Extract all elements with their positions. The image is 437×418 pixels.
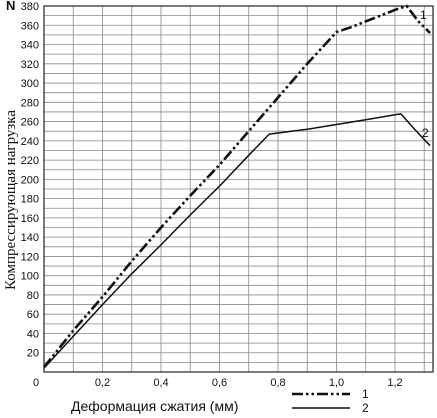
y-tick-label: 140 xyxy=(21,232,39,244)
y-tick-label: 340 xyxy=(21,40,39,52)
y-tick-label: 380 xyxy=(21,1,39,13)
plot-frame xyxy=(43,5,434,373)
x-axis-title: Деформация сжатия (мм) xyxy=(71,398,238,414)
y-tick-label: 120 xyxy=(21,251,39,263)
y-tick-label: 300 xyxy=(21,78,39,90)
y-unit-label: N xyxy=(6,0,15,13)
x-tick-label: 1,0 xyxy=(329,377,344,389)
legend-label-1: 1 xyxy=(362,387,369,401)
series-2-line xyxy=(43,113,431,369)
y-tick-label: 200 xyxy=(21,174,39,186)
y-tick-label: 320 xyxy=(21,59,39,71)
y-tick-label: 280 xyxy=(21,97,39,109)
y-tick-label: 40 xyxy=(27,328,39,340)
series-lines xyxy=(42,4,432,369)
y-tick-label: 60 xyxy=(27,309,39,321)
y-tick-label: 20 xyxy=(27,348,39,360)
x-tick-labels: 0 0,2 0,4 0,6 0,8 1,0 1,2 xyxy=(33,377,403,389)
y-tick-label: 260 xyxy=(21,117,39,129)
y-tick-label: 240 xyxy=(21,136,39,148)
series-1-end-label: 1 xyxy=(420,8,427,22)
series-2-end-label: 2 xyxy=(422,126,429,140)
y-tick-label: 160 xyxy=(21,213,39,225)
y-tick-label: 220 xyxy=(21,155,39,167)
y-tick-label: 360 xyxy=(21,20,39,32)
legend-label-2: 2 xyxy=(362,401,369,415)
y-tick-labels: 20 40 60 80 100 120 140 160 180 200 220 240 260 280 30… xyxy=(21,1,39,360)
y-tick-label: 180 xyxy=(21,194,39,206)
x-tick-label: 0,2 xyxy=(95,377,110,389)
series-1-line xyxy=(42,4,432,369)
x-tick-label: 0,4 xyxy=(153,377,168,389)
x-tick-label: 0,8 xyxy=(270,377,285,389)
series-end-labels: 12 xyxy=(420,8,429,140)
y-axis-title: Компрессирующая нагрузка xyxy=(3,110,19,290)
x-tick-label: 0,6 xyxy=(212,377,227,389)
y-tick-label: 80 xyxy=(27,290,39,302)
grid-lines xyxy=(44,6,433,372)
y-tick-label: 100 xyxy=(21,271,39,283)
legend: 12 xyxy=(292,387,369,415)
x-tick-label: 1,2 xyxy=(387,377,402,389)
x-tick-label: 0 xyxy=(33,377,39,389)
